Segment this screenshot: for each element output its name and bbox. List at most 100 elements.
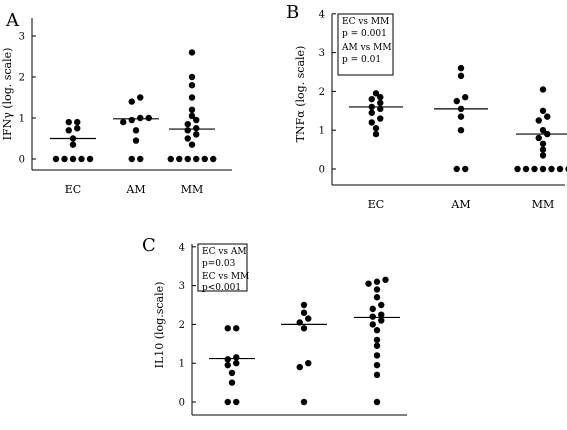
y-tick-label-c-2: 2 [179,320,185,331]
data-point-c-ec [224,325,231,332]
annotation-c-0: EC vs AM [202,247,247,257]
data-point-c-am [300,309,308,316]
y-tick-label-b-0: 0 [319,165,325,176]
y-axis-label-a: IFNγ (log. scale) [1,48,14,141]
data-point-a-mm [210,155,217,163]
annotation-c-2: EC vs MM [202,272,249,282]
x-labels-c: EC AM MM [224,428,388,430]
data-point-a-am [120,118,127,126]
data-point-a-mm [188,112,196,120]
data-point-a-ec [69,155,77,163]
y-tick-label-a-0: 0 [19,155,25,166]
data-point-c-mm [382,276,389,283]
y-tick-label-b-4: 4 [319,9,325,20]
data-point-b-am [453,165,460,173]
data-point-a-mm [167,155,174,163]
data-point-c-mm [369,313,376,320]
panel-b: B TNFα (log. scale) 0 1 2 3 4 EC AM MM EC vs M… [286,2,567,211]
data-point-c-ec [233,354,240,361]
data-point-c-mm [369,305,376,313]
annotation-c-3: p<0.001 [202,283,241,293]
data-point-c-mm [373,336,381,344]
data-point-b-am [457,105,465,113]
data-point-c-mm [373,361,381,369]
data-point-a-mm [188,73,196,81]
data-point-b-mm [539,127,547,134]
data-point-b-mm [544,130,551,138]
data-point-c-mm [373,278,381,285]
data-point-c-am [300,398,308,406]
data-point-b-mm [539,140,547,147]
data-point-c-mm [373,342,381,349]
y-ticks-c: 0 1 2 3 4 [179,242,196,409]
data-point-b-mm [514,165,521,173]
annotations-b: EC vs MM p = 0.001 AM vs MM p = 0.01 [341,17,392,65]
data-point-b-mm [539,86,547,93]
data-point-a-ec [74,118,81,126]
points-a [52,49,217,163]
data-point-c-ec [224,361,231,369]
data-point-c-am [305,360,312,367]
data-point-c-am [296,363,303,371]
x-category-label-a-ec: EC [65,183,81,196]
y-tick-label-c-3: 3 [179,281,185,292]
x-category-label-b-ec: EC [368,198,384,211]
data-point-a-am [128,98,135,105]
data-point-b-ec [372,90,380,97]
data-point-b-ec [377,115,384,122]
panel-label-c: C [142,235,156,256]
y-ticks-a: 0 1 2 3 [19,32,36,166]
data-point-a-mm [184,155,191,163]
data-point-a-ec [65,118,72,126]
data-point-c-ec [233,398,240,406]
data-point-b-ec [368,103,375,111]
data-point-b-am [453,97,460,105]
data-point-a-mm [193,125,200,132]
panel-c: C IL10 (log.scale) 0 1 2 3 4 EC AM MM EC vs AM… [142,235,407,430]
data-point-a-ec [78,155,85,163]
points-c [224,276,389,406]
data-point-a-mm [193,155,200,163]
data-point-a-am [128,155,135,163]
data-point-a-mm [176,155,183,163]
x-labels-a: EC AM MM [65,183,203,196]
y-tick-label-c-1: 1 [179,359,185,370]
data-point-b-am [457,127,465,134]
data-point-c-ec [228,379,236,386]
annotation-b-3: p = 0.01 [342,55,381,65]
data-point-b-mm [535,117,542,124]
data-point-b-mm [539,146,547,153]
data-point-c-mm [373,286,381,293]
points-b [368,64,567,173]
data-point-c-mm [373,294,381,301]
x-labels-b: EC AM MM [368,198,554,211]
x-category-label-c-mm: MM [366,428,389,430]
data-point-a-mm [184,127,191,134]
data-point-a-am [132,127,140,134]
y-tick-label-c-4: 4 [179,242,185,253]
annotations-c: EC vs AM p=0.03 EC vs MMp<0.001 [202,247,249,293]
data-point-a-am [132,137,140,144]
data-point-b-ec [372,130,380,138]
annotation-b-2: AM vs MM [341,43,392,53]
stats-box-b [337,13,394,76]
data-point-c-ec [233,360,240,367]
y-tick-label-b-1: 1 [319,126,325,137]
data-point-b-mm [539,107,547,115]
annotation-b-1: p = 0.001 [342,29,387,39]
data-point-a-am [137,94,144,101]
x-category-label-b-mm: MM [532,198,555,211]
data-point-c-mm [373,371,381,379]
y-axis-label-b: TNFα (log. scale) [294,46,307,143]
data-point-a-ec [86,155,94,163]
data-point-b-am [457,113,465,120]
x-category-label-b-am: AM [450,198,470,211]
data-point-a-ec [74,125,81,132]
data-point-c-ec [224,398,231,406]
data-point-a-ec [69,135,77,142]
data-point-b-ec [377,94,384,101]
data-point-b-mm [539,165,547,173]
data-point-b-mm [531,165,538,173]
x-category-label-c-ec: EC [224,428,240,430]
